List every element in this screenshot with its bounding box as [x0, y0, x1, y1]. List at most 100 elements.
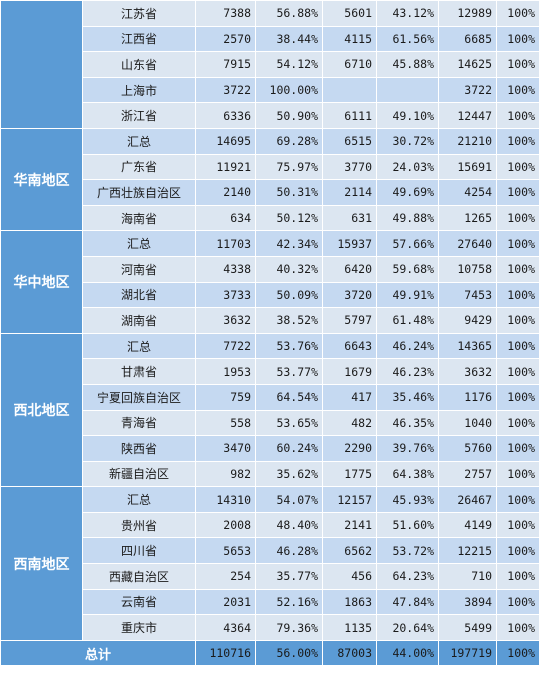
value-cell: 61.48% — [376, 307, 439, 334]
value-cell: 75.97% — [255, 153, 323, 181]
value-cell: 24.03% — [376, 153, 439, 181]
value-cell: 7388 — [195, 0, 256, 27]
region-cell: 华中地区 — [0, 230, 83, 334]
value-cell: 35.77% — [255, 563, 323, 590]
value-cell: 6111 — [322, 102, 377, 129]
value-cell: 100% — [496, 25, 539, 53]
value-cell: 3470 — [195, 435, 256, 462]
total-value-cell: 197719 — [438, 639, 497, 667]
province-cell: 甘肃省 — [82, 358, 196, 385]
value-cell: 12989 — [438, 0, 497, 27]
value-cell: 3722 — [195, 76, 256, 104]
table-row: 江苏省 7388 56.88% 5601 43.12% 12989 100% — [0, 0, 539, 129]
province-cell: 湖南省 — [82, 307, 196, 334]
value-cell: 40.32% — [255, 255, 323, 283]
value-cell: 100% — [496, 435, 539, 462]
value-cell: 50.12% — [255, 204, 323, 232]
table-body: 江苏省 7388 56.88% 5601 43.12% 12989 100% 江西省 2570 3… — [0, 0, 539, 667]
value-cell: 710 — [438, 563, 497, 590]
value-cell: 2008 — [195, 511, 256, 539]
table-row: 重庆市 4364 79.36% 1135 20.64% 5499 100% — [1, 614, 539, 641]
total-label: 总计 — [0, 639, 196, 667]
province-cell: 海南省 — [82, 204, 196, 232]
value-cell: 100% — [496, 51, 539, 78]
region-cell: 华南地区 — [0, 127, 83, 232]
value-cell: 46.28% — [255, 537, 323, 565]
value-cell: 100% — [496, 332, 539, 360]
value-cell: 12157 — [322, 486, 377, 513]
province-cell: 汇总 — [82, 127, 196, 155]
value-cell: 7915 — [195, 51, 256, 78]
value-cell: 631 — [322, 204, 377, 232]
value-cell: 3632 — [195, 307, 256, 334]
province-cell: 重庆市 — [82, 614, 196, 641]
value-cell: 30.72% — [376, 127, 439, 155]
table-row: 新疆自治区 982 35.62% 1775 64.38% 2757 100% — [1, 460, 539, 488]
province-cell: 西藏自治区 — [82, 563, 196, 590]
value-cell: 35.46% — [376, 383, 439, 411]
regional-data-table: 江苏省 7388 56.88% 5601 43.12% 12989 100% 江西省 2570 3… — [0, 0, 539, 667]
value-cell: 2114 — [322, 179, 377, 206]
value-cell: 49.88% — [376, 204, 439, 232]
table-row: 湖北省 3733 50.09% 3720 49.91% 7453 100% — [1, 281, 539, 309]
value-cell: 15937 — [322, 230, 377, 257]
value-cell: 14365 — [438, 332, 497, 360]
table-row: 贵州省 2008 48.40% 2141 51.60% 4149 100% — [1, 511, 539, 539]
total-row: 总计 110716 56.00% 87003 44.00% 197719 100% — [0, 639, 539, 667]
value-cell: 6336 — [195, 102, 256, 129]
value-cell: 52.16% — [255, 588, 323, 616]
value-cell: 12447 — [438, 102, 497, 129]
table-row: 西藏自治区 254 35.77% 456 64.23% 710 100% — [1, 563, 539, 590]
value-cell: 42.34% — [255, 230, 323, 257]
value-cell: 1176 — [438, 383, 497, 411]
province-cell: 云南省 — [82, 588, 196, 616]
value-cell: 100% — [496, 486, 539, 513]
value-cell: 2290 — [322, 435, 377, 462]
province-cell: 四川省 — [82, 537, 196, 565]
value-cell: 634 — [195, 204, 256, 232]
value-cell: 50.31% — [255, 179, 323, 206]
table-row: 青海省 558 53.65% 482 46.35% 1040 100% — [1, 409, 539, 437]
value-cell: 43.12% — [376, 0, 439, 27]
value-cell: 59.68% — [376, 255, 439, 283]
value-cell: 417 — [322, 383, 377, 411]
value-cell: 100% — [496, 588, 539, 616]
value-cell: 456 — [322, 563, 377, 590]
value-cell: 49.69% — [376, 179, 439, 206]
value-cell: 64.38% — [376, 460, 439, 488]
total-value-cell: 44.00% — [376, 639, 439, 667]
value-cell: 49.91% — [376, 281, 439, 309]
value-cell: 100% — [496, 0, 539, 27]
total-value-cell: 100% — [496, 639, 539, 667]
value-cell: 11703 — [195, 230, 256, 257]
value-cell: 5797 — [322, 307, 377, 334]
value-cell: 6515 — [322, 127, 377, 155]
value-cell: 100% — [496, 307, 539, 334]
value-cell: 38.44% — [255, 25, 323, 53]
value-cell: 5760 — [438, 435, 497, 462]
value-cell: 53.65% — [255, 409, 323, 437]
province-cell: 湖北省 — [82, 281, 196, 309]
value-cell: 47.84% — [376, 588, 439, 616]
value-cell: 100% — [496, 460, 539, 488]
value-cell: 53.77% — [255, 358, 323, 385]
value-cell: 57.66% — [376, 230, 439, 257]
value-cell: 60.24% — [255, 435, 323, 462]
value-cell: 100% — [496, 614, 539, 641]
value-cell: 2031 — [195, 588, 256, 616]
province-cell: 山东省 — [82, 51, 196, 78]
value-cell: 100% — [496, 76, 539, 104]
value-cell: 11921 — [195, 153, 256, 181]
value-cell: 100% — [496, 358, 539, 385]
table-row: 宁夏回族自治区 759 64.54% 417 35.46% 1176 100% — [1, 383, 539, 411]
table-row: 浙江省 6336 50.90% 6111 49.10% 12447 100% — [1, 102, 539, 129]
table-row: 华中地区 汇总 11703 42.34% 15937 57.66% 27640 100% — [0, 230, 539, 334]
table-row: 陕西省 3470 60.24% 2290 39.76% 5760 100% — [1, 435, 539, 462]
table-row: 江西省 2570 38.44% 4115 61.56% 6685 100% — [1, 25, 539, 53]
value-cell: 1135 — [322, 614, 377, 641]
table-row: 山东省 7915 54.12% 6710 45.88% 14625 100% — [1, 51, 539, 78]
province-cell: 河南省 — [82, 255, 196, 283]
value-cell: 100% — [496, 179, 539, 206]
value-cell: 53.72% — [376, 537, 439, 565]
value-cell: 100% — [496, 127, 539, 155]
